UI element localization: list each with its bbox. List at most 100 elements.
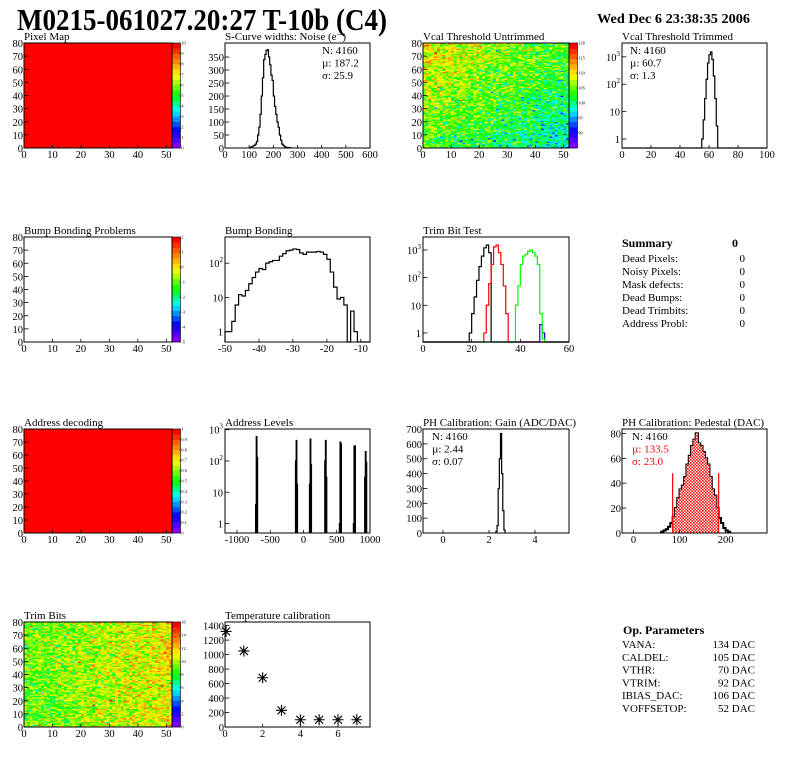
heatmap-cell — [434, 70, 438, 73]
heatmap-cell — [510, 64, 514, 66]
heatmap-cell — [439, 137, 443, 140]
heatmap-cell — [35, 694, 39, 696]
heatmap-cell — [32, 700, 36, 703]
heatmap-cell — [507, 128, 511, 130]
heatmap-cell — [566, 124, 570, 126]
heatmap-cell — [29, 724, 33, 726]
heatmap-cell — [512, 79, 516, 82]
heatmap-cell — [456, 145, 460, 147]
heatmap-cell — [524, 112, 528, 115]
heatmap-cell — [32, 636, 36, 639]
heatmap-cell — [526, 96, 530, 99]
heatmap-cell — [425, 46, 429, 49]
heatmap-cell — [543, 104, 547, 107]
heatmap-cell — [554, 121, 559, 124]
heatmap-cell — [524, 141, 528, 144]
heatmap-cell — [479, 103, 483, 105]
heatmap-cell — [493, 66, 497, 69]
heatmap-cell — [529, 58, 533, 61]
heatmap-cell — [425, 128, 429, 130]
heatmap-cell — [448, 112, 452, 115]
heatmap-cell — [512, 74, 516, 77]
heatmap-cell — [493, 46, 497, 49]
heatmap-cell — [490, 46, 494, 49]
heatmap-cell — [549, 87, 553, 90]
heatmap-cell — [540, 81, 545, 83]
heatmap-cell — [518, 50, 522, 53]
heatmap-cell — [566, 43, 570, 45]
histogram-bin-fill — [679, 489, 682, 533]
heatmap-cell — [515, 56, 519, 58]
heatmap-cell — [35, 624, 39, 627]
heatmap-cell — [456, 73, 460, 75]
heatmap-cell — [543, 121, 547, 124]
heatmap-cell — [529, 104, 533, 107]
heatmap-cell — [437, 136, 441, 138]
heatmap-cell — [552, 136, 556, 138]
heatmap-cell — [532, 58, 536, 61]
heatmap-cell — [462, 46, 466, 49]
heatmap-cell — [532, 138, 536, 141]
heatmap-cell — [484, 146, 488, 149]
heatmap-cell — [510, 117, 514, 120]
heatmap-cell — [501, 66, 505, 69]
heatmap-cell — [563, 81, 567, 83]
heatmap-cell — [521, 85, 525, 87]
heatmap-cell — [487, 54, 491, 57]
heatmap-cell — [445, 49, 449, 52]
heatmap-cell — [24, 694, 28, 696]
heatmap-cell — [557, 109, 561, 112]
heatmap-cell — [26, 656, 30, 658]
heatmap-cell — [32, 640, 36, 642]
heatmap-cell — [543, 115, 547, 117]
heatmap-cell — [490, 125, 494, 128]
heatmap-cell — [515, 128, 519, 130]
heatmap-cell — [557, 61, 561, 63]
heatmap-cell — [512, 73, 516, 75]
heatmap-cell — [518, 85, 522, 87]
heatmap-cell — [540, 69, 545, 71]
heatmap-cell — [428, 129, 432, 132]
heatmap-cell — [481, 61, 486, 63]
heatmap-cell — [566, 134, 570, 137]
y-tick-label: 40 — [412, 92, 423, 103]
heatmap-cell — [554, 74, 559, 77]
heatmap-cell — [504, 71, 508, 74]
heatmap-cell — [465, 92, 469, 95]
heatmap-cell — [448, 62, 452, 65]
heatmap-cell — [470, 54, 474, 57]
y-tick-label: 50 — [214, 131, 225, 142]
heatmap-cell — [515, 64, 519, 66]
heatmap-cell — [29, 653, 33, 656]
heatmap-cell — [560, 83, 564, 86]
heatmap-cell — [465, 49, 469, 52]
heatmap-cell — [540, 60, 545, 62]
heatmap-cell — [554, 106, 559, 108]
heatmap-cell — [557, 49, 561, 52]
heatmap-cell — [518, 127, 522, 129]
heatmap-cell — [35, 695, 39, 698]
heatmap-cell — [470, 145, 474, 147]
heatmap-cell — [507, 60, 511, 62]
heatmap-cell — [425, 94, 429, 96]
heatmap-cell — [467, 73, 472, 75]
heatmap-cell — [566, 104, 570, 107]
heatmap-cell — [484, 142, 488, 145]
heatmap-cell — [535, 70, 539, 73]
heatmap-cell — [552, 66, 556, 69]
heatmap-cell — [484, 115, 488, 117]
heatmap-cell — [532, 79, 536, 82]
heatmap-cell — [501, 71, 505, 74]
heatmap-cell — [496, 117, 500, 120]
heatmap-cell — [535, 73, 539, 75]
heatmap-cell — [521, 92, 525, 95]
heatmap-cell — [476, 79, 480, 82]
heatmap-cell — [423, 96, 427, 99]
heatmap-cell — [462, 130, 466, 133]
heatmap-cell — [493, 134, 497, 137]
heatmap-cell — [501, 74, 505, 77]
heatmap-cell — [498, 52, 502, 54]
heatmap-cell — [470, 144, 474, 146]
heatmap-cell — [496, 58, 500, 61]
